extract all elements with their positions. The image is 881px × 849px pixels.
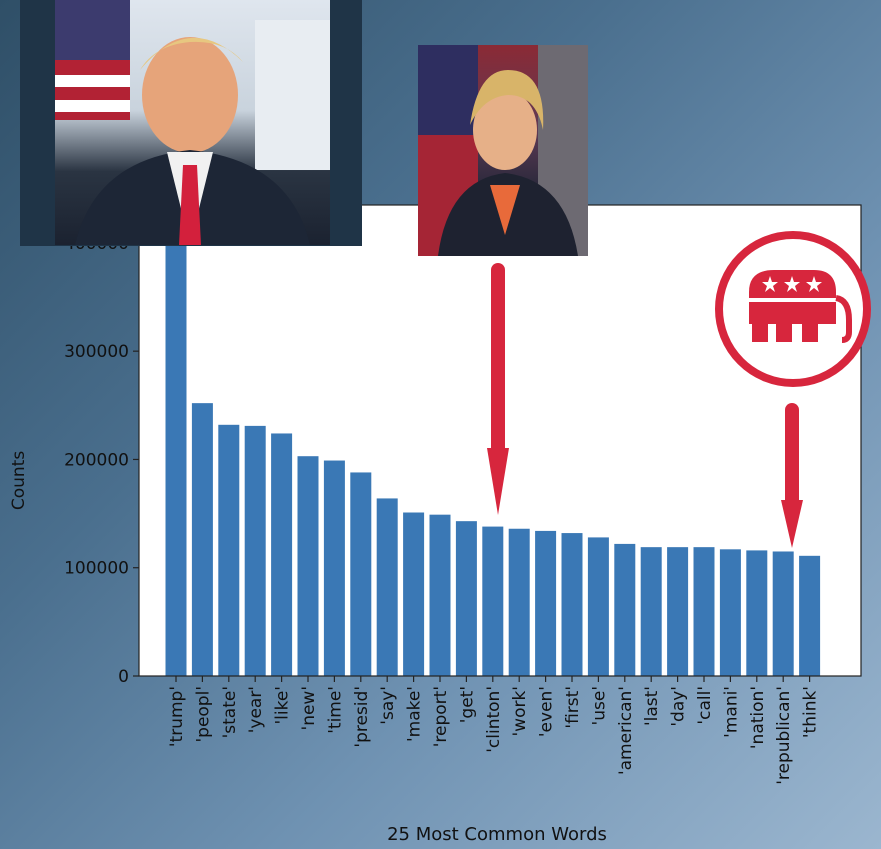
x-tick-label-15: 'first' [563, 686, 583, 729]
bar-9 [403, 512, 425, 676]
bar-1 [191, 403, 213, 676]
bar-8 [376, 498, 398, 676]
bar-19 [667, 547, 689, 676]
bar-13 [508, 528, 530, 676]
y-tick-label-1: 100000 [64, 559, 129, 579]
x-axis-label: 25 Most Common Words [387, 824, 607, 845]
x-tick-label-21: 'mani' [721, 686, 741, 738]
x-tick-label-24: 'think' [801, 686, 821, 738]
x-tick-label-22: 'nation' [748, 686, 768, 749]
x-tick-label-18: 'last' [642, 686, 662, 726]
bar-2 [218, 424, 240, 676]
x-tick-label-6: 'time' [325, 686, 345, 734]
clinton-portrait-image [418, 45, 588, 256]
trump-portrait-image [55, 0, 330, 245]
clinton-arrow-head [487, 448, 509, 515]
x-tick-label-17: 'american' [616, 686, 636, 775]
y-tick-label-3: 300000 [64, 342, 129, 362]
x-tick-label-4: 'like' [273, 686, 293, 725]
x-tick-label-1: 'peopl' [193, 686, 213, 743]
x-tick-label-13: 'work' [510, 686, 530, 737]
bar-11 [455, 521, 477, 676]
x-tick-label-14: 'even' [537, 686, 557, 737]
x-tick-label-0: 'trump' [167, 686, 187, 747]
x-tick-label-5: 'new' [299, 686, 319, 730]
bar-12 [482, 526, 504, 676]
y-tick-label-2: 200000 [64, 450, 129, 470]
bar-21 [719, 549, 741, 676]
bar-16 [587, 537, 609, 676]
bar-17 [614, 543, 636, 676]
y-axis-label: Counts [9, 451, 29, 510]
bar-3 [244, 425, 266, 676]
bar-18 [640, 547, 662, 676]
x-tick-label-7: 'presid' [352, 686, 372, 748]
bar-14 [535, 530, 557, 676]
bar-4 [271, 433, 293, 676]
bar-7 [350, 472, 372, 676]
x-tick-label-8: 'say' [378, 686, 398, 725]
x-tick-label-19: 'day' [669, 686, 689, 727]
bar-15 [561, 533, 583, 676]
bar-6 [323, 460, 345, 676]
bar-0 [165, 205, 187, 676]
x-tick-label-20: 'call' [695, 686, 715, 725]
x-tick-label-16: 'use' [589, 686, 609, 725]
bar-10 [429, 514, 451, 676]
x-tick-label-23: 'republican' [774, 686, 794, 785]
x-tick-label-9: 'make' [405, 686, 425, 742]
y-tick-label-0: 0 [118, 667, 129, 687]
x-tick-label-3: 'year' [246, 686, 266, 733]
bar-22 [746, 550, 768, 676]
bar-20 [693, 547, 715, 676]
bar-24 [799, 555, 821, 676]
x-tick-label-12: 'clinton' [484, 686, 504, 753]
x-tick-label-11: 'get' [457, 686, 477, 723]
bar-5 [297, 456, 319, 676]
bar-23 [772, 551, 794, 676]
republican-arrow-head [781, 500, 803, 548]
republican-elephant-logo [714, 230, 872, 388]
x-tick-label-2: 'state' [220, 686, 240, 738]
x-tick-label-10: 'report' [431, 686, 451, 747]
